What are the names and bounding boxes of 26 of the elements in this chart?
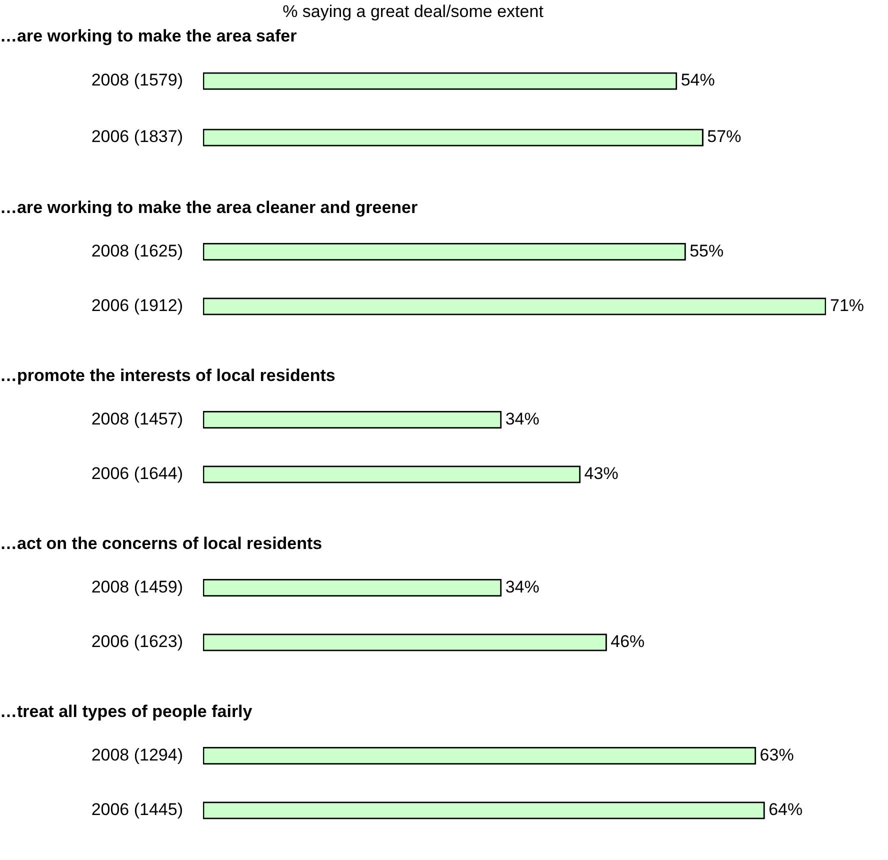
data-label: 71% xyxy=(830,296,864,316)
data-label: 43% xyxy=(584,464,618,484)
y-tick-label: 2006 (1445) xyxy=(91,800,183,820)
chart-title: …promote the interests of local residents xyxy=(0,366,336,385)
data-label: 34% xyxy=(505,577,540,596)
data-label: 63% xyxy=(760,745,794,764)
y-tick-label: 2006 (1837) xyxy=(91,127,183,146)
data-label: 64% xyxy=(768,800,803,820)
y-tick-label: 2008 (1457) xyxy=(91,409,183,428)
y-tick-label: 2006 (1912) xyxy=(91,296,183,316)
data-label: 34% xyxy=(505,409,540,428)
data-label: 46% xyxy=(610,632,645,652)
y-tick-label: 2006 (1644) xyxy=(91,464,183,484)
y-tick-label: 2008 (1625) xyxy=(91,241,183,260)
chart-title: …are working to make the area cleaner and greener xyxy=(0,198,418,217)
y-tick-label: 2008 (1294) xyxy=(91,745,183,764)
data-label: 55% xyxy=(690,241,724,260)
data-label: 54% xyxy=(680,70,715,90)
chart-subtitle: …are working to make the area safer xyxy=(0,26,298,46)
data-label: 57% xyxy=(707,127,742,146)
y-tick-label: 2006 (1623) xyxy=(91,632,183,652)
y-tick-label: 2008 (1459) xyxy=(91,577,183,596)
chart-title: …treat all types of people fairly xyxy=(0,702,253,721)
chart-title: …act on the concerns of local residents xyxy=(0,534,322,553)
chart-title: % saying a great deal/some extent xyxy=(282,2,544,21)
y-tick-label: 2008 (1579) xyxy=(91,70,183,90)
